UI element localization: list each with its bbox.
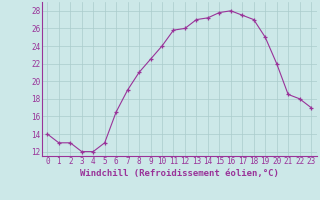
X-axis label: Windchill (Refroidissement éolien,°C): Windchill (Refroidissement éolien,°C) — [80, 169, 279, 178]
